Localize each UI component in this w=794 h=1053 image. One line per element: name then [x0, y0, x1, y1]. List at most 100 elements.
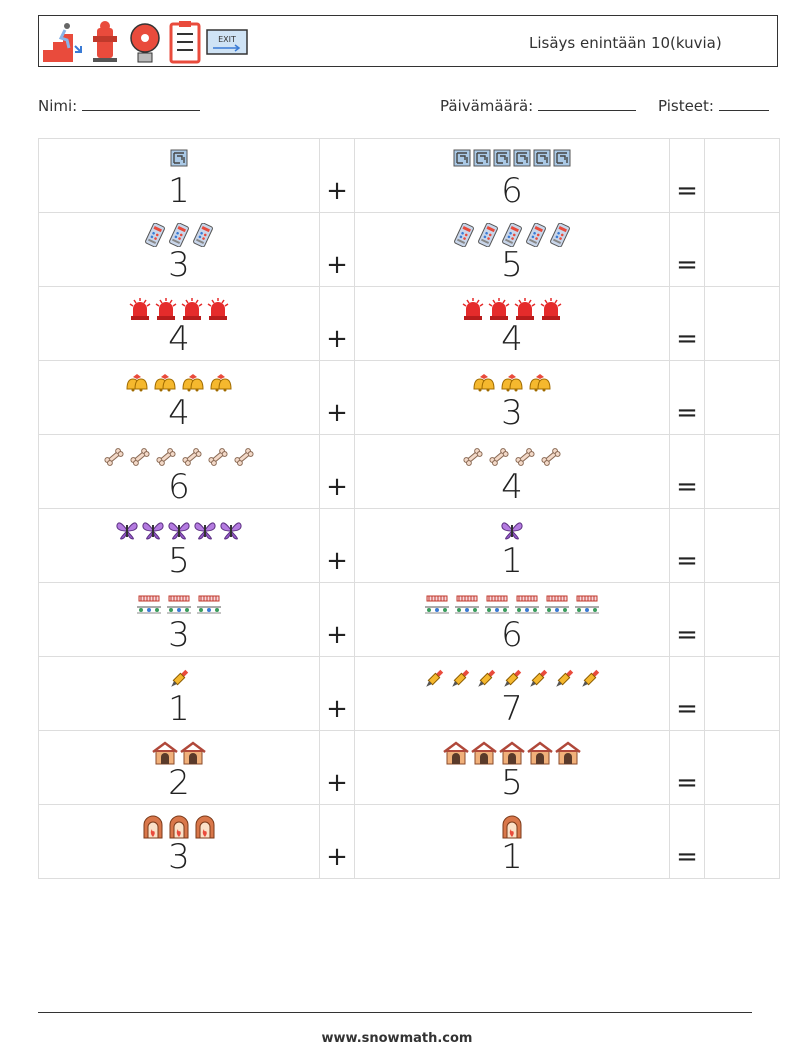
fireplace-icon: [167, 815, 191, 843]
picture-group: [355, 667, 669, 695]
answer-cell[interactable]: [704, 360, 780, 435]
dropper-icon: [578, 667, 602, 695]
maze-icon: [513, 149, 531, 177]
name-label: Nimi:: [38, 97, 78, 115]
fence-garden-icon: [573, 593, 601, 621]
plus-cell: +: [319, 508, 355, 583]
equals-sign: =: [676, 694, 698, 724]
control-panel-icon: [192, 223, 214, 251]
addend-b-cell: 4: [354, 286, 670, 361]
plus-sign: +: [326, 398, 348, 428]
fireplace-icon: [500, 815, 524, 843]
addend-b-cell: 5: [354, 212, 670, 287]
problem-row: 4 +4 =: [38, 286, 780, 361]
fence-garden-icon: [165, 593, 193, 621]
addend-b-number: 6: [501, 615, 523, 655]
picture-group: [355, 519, 669, 547]
problem-row: 3 +5 =: [38, 212, 780, 287]
addend-b-number: 1: [501, 541, 523, 581]
control-panel-icon: [144, 223, 166, 251]
equals-cell: =: [669, 286, 705, 361]
score-blank[interactable]: [718, 95, 769, 111]
picture-group: [39, 149, 319, 177]
picture-group: [39, 297, 319, 325]
dropper-icon: [448, 667, 472, 695]
plus-sign: +: [326, 472, 348, 502]
answer-cell[interactable]: [704, 434, 780, 509]
siren-light-icon: [461, 297, 485, 325]
answer-cell[interactable]: [704, 138, 780, 213]
picture-group: [39, 593, 319, 621]
picture-group: [355, 149, 669, 177]
answer-cell[interactable]: [704, 582, 780, 657]
answer-cell[interactable]: [704, 212, 780, 287]
fireplace-icon: [193, 815, 217, 843]
house-icon: [180, 741, 206, 769]
bone-icon: [487, 445, 511, 473]
name-field: Nimi:: [38, 95, 201, 115]
siren-light-icon: [154, 297, 178, 325]
addend-b-number: 6: [501, 171, 523, 211]
butterfly-icon: [219, 519, 243, 547]
maze-icon: [453, 149, 471, 177]
alarm-bells-icon: [180, 371, 206, 399]
addend-b-number: 1: [501, 837, 523, 877]
picture-group: [355, 445, 669, 473]
problem-row: 3 +6 =: [38, 582, 780, 657]
answer-cell[interactable]: [704, 730, 780, 805]
picture-group: [39, 223, 319, 251]
addend-a-number: 1: [168, 171, 190, 211]
answer-cell[interactable]: [704, 286, 780, 361]
picture-group: [39, 519, 319, 547]
answer-cell[interactable]: [704, 656, 780, 731]
dropper-icon: [167, 667, 191, 695]
addend-a-cell: 1: [38, 656, 320, 731]
fire-alarm-bell-icon: [130, 23, 160, 63]
picture-group: [39, 815, 319, 843]
control-panel-icon: [501, 223, 523, 251]
plus-cell: +: [319, 212, 355, 287]
problem-row: 6 +4 =: [38, 434, 780, 509]
addend-b-cell: 6: [354, 138, 670, 213]
control-panel-icon: [477, 223, 499, 251]
equals-sign: =: [676, 546, 698, 576]
answer-cell[interactable]: [704, 804, 780, 879]
maze-icon: [170, 149, 188, 177]
equals-sign: =: [676, 324, 698, 354]
picture-group: [355, 815, 669, 843]
control-panel-icon: [525, 223, 547, 251]
problem-row: 5 +1 =: [38, 508, 780, 583]
alarm-bells-icon: [208, 371, 234, 399]
equals-cell: =: [669, 212, 705, 287]
addend-a-cell: 6: [38, 434, 320, 509]
name-blank[interactable]: [82, 95, 201, 111]
bone-icon: [180, 445, 204, 473]
fence-garden-icon: [543, 593, 571, 621]
addend-b-cell: 5: [354, 730, 670, 805]
equals-sign: =: [676, 176, 698, 206]
footer-divider: [38, 1012, 752, 1013]
plus-cell: +: [319, 582, 355, 657]
picture-group: [39, 445, 319, 473]
equals-sign: =: [676, 250, 698, 280]
equals-sign: =: [676, 472, 698, 502]
problem-row: 3 +1 =: [38, 804, 780, 879]
answer-cell[interactable]: [704, 508, 780, 583]
picture-group: [355, 593, 669, 621]
fence-garden-icon: [135, 593, 163, 621]
dropper-icon: [422, 667, 446, 695]
addend-b-number: 5: [501, 245, 523, 285]
addend-a-number: 4: [168, 319, 190, 359]
equals-sign: =: [676, 620, 698, 650]
problem-grid: 1 +6 = 3 +5 = 4 +4 = 4 +3 = 6 +4 = 5 +1 = 3 +6 = 1 +7 = 2 +5 = 3 +1 =: [38, 138, 780, 879]
dropper-icon: [526, 667, 550, 695]
score-label: Pisteet:: [658, 97, 714, 115]
plus-sign: +: [326, 250, 348, 280]
equals-sign: =: [676, 842, 698, 872]
plus-cell: +: [319, 138, 355, 213]
equals-cell: =: [669, 508, 705, 583]
siren-light-icon: [206, 297, 230, 325]
date-blank[interactable]: [538, 95, 636, 111]
maze-icon: [553, 149, 571, 177]
house-icon: [443, 741, 469, 769]
